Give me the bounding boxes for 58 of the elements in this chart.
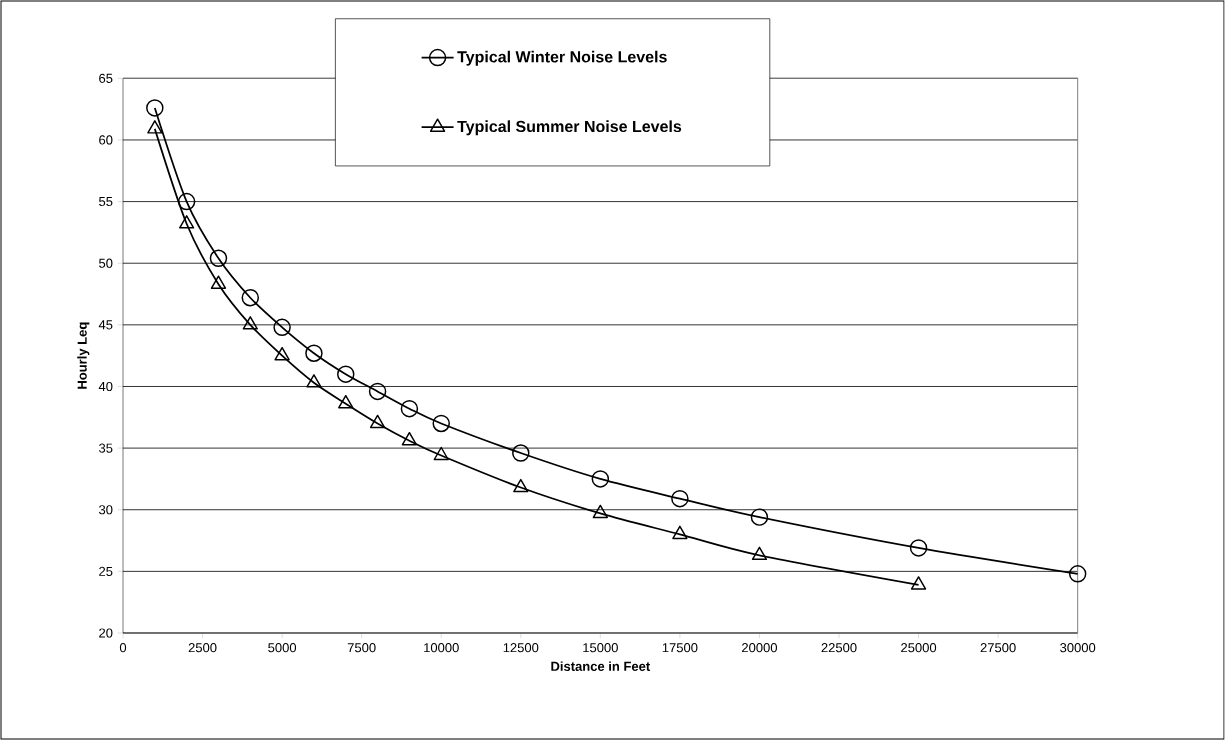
point <box>146 99 164 117</box>
point <box>750 508 769 526</box>
point <box>592 504 609 519</box>
x-tick-label: 15000 <box>583 643 618 653</box>
y-tick-label: 60 <box>99 135 113 145</box>
point <box>591 470 610 488</box>
point <box>209 249 228 268</box>
point <box>909 539 928 557</box>
point <box>305 344 323 362</box>
point <box>432 414 450 433</box>
point <box>273 318 291 337</box>
x-axis-title: Distance in Feet <box>551 661 651 671</box>
x-tick-label: 12500 <box>503 643 539 653</box>
y-tick-label: 20 <box>99 628 113 638</box>
point <box>513 478 529 493</box>
point <box>177 192 196 211</box>
x-tick-label: 30000 <box>1060 643 1096 653</box>
x-tick-label: 25000 <box>901 643 937 653</box>
y-tick-label: 40 <box>98 381 113 392</box>
point <box>672 525 688 540</box>
x-tick-label: 10000 <box>424 643 459 653</box>
point <box>210 275 227 289</box>
y-tick-label: 30 <box>99 505 113 515</box>
y-axis-title: Hourly Leq <box>77 322 90 389</box>
point <box>512 444 530 462</box>
point <box>338 395 354 409</box>
point <box>751 546 768 561</box>
x-tick-label: 7500 <box>347 643 376 653</box>
x-tick-label: 20000 <box>742 643 778 653</box>
point <box>274 346 290 361</box>
point <box>337 365 355 383</box>
point <box>147 120 163 134</box>
x-tick-label: 22500 <box>821 643 857 653</box>
y-tick-label: 25 <box>99 566 113 576</box>
y-tick-label: 55 <box>99 197 113 207</box>
legend-label: Typical Summer Noise Levels <box>457 120 682 136</box>
point <box>1068 565 1087 583</box>
point <box>400 399 419 418</box>
point <box>306 374 322 388</box>
y-tick-label: 35 <box>99 443 113 453</box>
point <box>910 576 927 590</box>
legend-label: Typical Winter Noise Levels <box>457 50 667 66</box>
point <box>369 414 386 429</box>
x-tick-label: 0 <box>119 643 127 653</box>
point <box>401 431 418 446</box>
y-tick-label: 65 <box>99 73 113 83</box>
x-tick-label: 2500 <box>188 643 217 653</box>
y-tick-label: 45 <box>98 320 113 330</box>
point <box>242 316 258 330</box>
y-tick-label: 50 <box>99 258 113 268</box>
x-tick-label: 5000 <box>268 643 297 653</box>
point <box>368 382 387 401</box>
point <box>433 446 449 461</box>
point <box>241 288 260 307</box>
x-tick-label: 27500 <box>980 643 1016 653</box>
x-tick-label: 17500 <box>662 643 698 653</box>
point <box>671 489 689 508</box>
point <box>178 215 195 229</box>
